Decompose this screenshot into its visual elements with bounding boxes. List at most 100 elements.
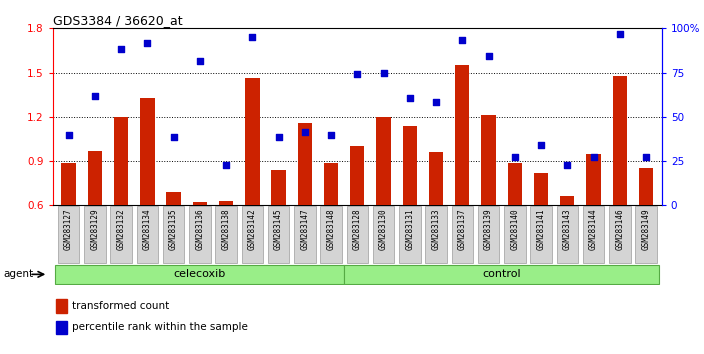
Point xyxy=(378,70,389,75)
Bar xyxy=(58,206,80,263)
Bar xyxy=(324,162,338,294)
Point xyxy=(89,93,101,99)
Bar xyxy=(350,146,365,294)
Text: GSM283132: GSM283132 xyxy=(117,208,125,250)
Bar xyxy=(478,206,499,263)
Bar xyxy=(140,98,154,294)
Point xyxy=(535,142,546,148)
Bar xyxy=(56,264,344,284)
Bar xyxy=(635,206,657,263)
Bar xyxy=(639,169,653,294)
Bar xyxy=(193,202,207,294)
Bar xyxy=(241,206,263,263)
Point xyxy=(457,37,468,43)
Bar xyxy=(534,173,548,294)
Text: percentile rank within the sample: percentile rank within the sample xyxy=(72,322,248,332)
Text: GSM283140: GSM283140 xyxy=(510,208,520,250)
Point xyxy=(220,163,232,169)
Bar xyxy=(586,154,601,294)
Bar xyxy=(111,206,132,263)
Text: GSM283133: GSM283133 xyxy=(432,208,441,250)
Text: GSM283136: GSM283136 xyxy=(195,208,204,250)
Bar xyxy=(455,65,470,294)
Bar xyxy=(504,206,525,263)
Text: GSM283138: GSM283138 xyxy=(222,208,230,250)
Point xyxy=(641,154,652,159)
Point xyxy=(588,154,599,159)
Text: GSM283142: GSM283142 xyxy=(248,208,257,250)
Bar xyxy=(399,206,420,263)
Bar xyxy=(166,192,181,294)
Text: GSM283130: GSM283130 xyxy=(379,208,388,250)
Text: agent: agent xyxy=(4,269,34,279)
Point xyxy=(614,32,625,37)
Text: GSM283149: GSM283149 xyxy=(641,208,650,250)
Bar xyxy=(268,206,289,263)
Text: GSM283139: GSM283139 xyxy=(484,208,493,250)
Text: GSM283137: GSM283137 xyxy=(458,208,467,250)
Point xyxy=(509,154,520,159)
Text: GSM283148: GSM283148 xyxy=(327,208,336,250)
Bar xyxy=(61,162,76,294)
Bar xyxy=(429,152,444,294)
Bar xyxy=(403,126,417,294)
Text: GSM283127: GSM283127 xyxy=(64,208,73,250)
Bar xyxy=(298,123,312,294)
Text: GSM283128: GSM283128 xyxy=(353,208,362,250)
Point xyxy=(273,135,284,140)
Text: GSM283143: GSM283143 xyxy=(562,208,572,250)
Bar xyxy=(451,206,473,263)
Bar xyxy=(612,75,627,294)
Point xyxy=(430,99,441,105)
Bar xyxy=(137,206,158,263)
Text: GSM283134: GSM283134 xyxy=(143,208,152,250)
Text: GSM283145: GSM283145 xyxy=(274,208,283,250)
Bar xyxy=(56,320,67,334)
Bar xyxy=(189,206,210,263)
Point xyxy=(194,58,206,64)
Point xyxy=(299,129,310,135)
Bar xyxy=(344,264,659,284)
Text: GSM283131: GSM283131 xyxy=(406,208,414,250)
Point xyxy=(562,163,573,169)
Bar xyxy=(609,206,631,263)
Point xyxy=(115,46,127,52)
Bar xyxy=(377,117,391,294)
Point xyxy=(351,71,363,77)
Bar xyxy=(372,206,394,263)
Point xyxy=(325,132,337,137)
Point xyxy=(168,135,180,140)
Bar xyxy=(530,206,552,263)
Bar xyxy=(114,117,128,294)
Bar xyxy=(56,299,67,313)
Text: control: control xyxy=(482,269,521,279)
Point xyxy=(142,40,153,46)
Bar xyxy=(583,206,604,263)
Text: GSM283146: GSM283146 xyxy=(615,208,624,250)
Bar xyxy=(219,201,233,294)
Point xyxy=(63,132,74,137)
Bar xyxy=(508,162,522,294)
Text: GSM283129: GSM283129 xyxy=(90,208,99,250)
Text: GSM283135: GSM283135 xyxy=(169,208,178,250)
Bar xyxy=(245,79,260,294)
Text: GSM283141: GSM283141 xyxy=(536,208,546,250)
Bar xyxy=(87,151,102,294)
Point xyxy=(404,95,415,101)
Bar xyxy=(560,196,574,294)
Bar xyxy=(425,206,447,263)
Bar xyxy=(84,206,106,263)
Text: transformed count: transformed count xyxy=(72,301,170,311)
Text: GSM283147: GSM283147 xyxy=(301,208,309,250)
Text: GSM283144: GSM283144 xyxy=(589,208,598,250)
Bar xyxy=(320,206,342,263)
Text: GDS3384 / 36620_at: GDS3384 / 36620_at xyxy=(53,14,182,27)
Text: celecoxib: celecoxib xyxy=(174,269,226,279)
Bar xyxy=(346,206,368,263)
Bar xyxy=(163,206,184,263)
Bar xyxy=(556,206,578,263)
Point xyxy=(483,53,494,59)
Bar xyxy=(294,206,315,263)
Bar xyxy=(271,170,286,294)
Bar xyxy=(215,206,237,263)
